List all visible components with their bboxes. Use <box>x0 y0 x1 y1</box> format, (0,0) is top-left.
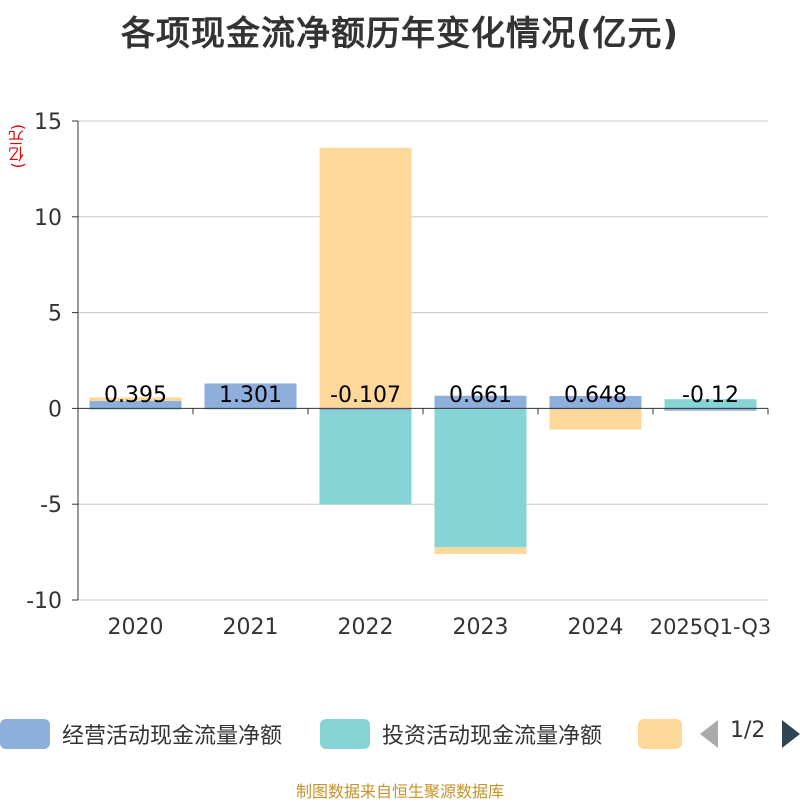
bar-s2-2020[interactable] <box>89 397 182 401</box>
bar-s0-2025Q1-Q3[interactable] <box>664 408 757 411</box>
y-tick-label-4: -5 <box>40 493 62 518</box>
x-tick-label-5: 2025Q1-Q3 <box>650 615 772 639</box>
bar-s0-2021[interactable] <box>204 383 297 409</box>
x-tick-label-2: 2022 <box>338 615 394 640</box>
legend-item-financing[interactable] <box>638 716 682 752</box>
bar-s1-2025Q1-Q3[interactable] <box>664 399 757 409</box>
data-label-2025Q1-Q3: -0.12 <box>682 383 739 408</box>
bar-s0-2022[interactable] <box>319 408 412 411</box>
bar-s2-2024[interactable] <box>549 409 642 430</box>
data-label-2020: 0.395 <box>104 383 167 408</box>
source-note: 制图数据来自恒生聚源数据库 <box>295 782 504 801</box>
y-tick-label-1: 10 <box>34 206 62 231</box>
bar-s0-2024[interactable] <box>549 395 642 409</box>
y-tick-label-5: -10 <box>26 589 62 614</box>
y-tick-label-2: 5 <box>48 302 62 327</box>
legend-label-operating: 经营活动现金流量净额 <box>62 724 283 749</box>
chart-title: 各项现金流净额历年变化情况(亿元) <box>120 14 680 54</box>
x-tick-label-3: 2023 <box>453 615 509 640</box>
x-tick-label-4: 2024 <box>568 615 624 640</box>
legend-prev-page-icon[interactable] <box>700 720 718 748</box>
bar-s2-2023[interactable] <box>434 547 527 555</box>
x-tick-label-0: 2020 <box>108 615 164 640</box>
chart-plot: 15 10 5 0 -5 -10 2020 2021 2022 2023 2024 2025Q1-Q3… <box>26 110 772 640</box>
legend-swatch-operating <box>0 719 50 749</box>
legend-item-operating[interactable]: 经营活动现金流量净额 <box>0 716 282 752</box>
data-label-2022: -0.107 <box>330 383 401 408</box>
bar-s2-2022[interactable] <box>319 147 412 409</box>
bar-s1-2020[interactable] <box>89 408 182 410</box>
legend-swatch-financing <box>638 719 682 749</box>
y-tick-label-0: 15 <box>34 110 62 135</box>
legend-page-indicator: 1/2 <box>730 718 766 743</box>
bar-s0-2023[interactable] <box>434 395 527 409</box>
bar-s1-2022[interactable] <box>319 410 412 505</box>
x-tick-label-1: 2021 <box>223 615 279 640</box>
data-label-2023: 0.661 <box>449 383 512 408</box>
legend-item-investing[interactable]: 投资活动现金流量净额 <box>320 716 602 752</box>
legend-next-page-icon[interactable] <box>782 720 800 748</box>
data-label-2021: 1.301 <box>219 383 282 408</box>
legend-swatch-investing <box>320 719 370 749</box>
y-tick-label-3: 0 <box>48 397 62 422</box>
data-label-2024: 0.648 <box>564 383 627 408</box>
bar-s0-2020[interactable] <box>89 400 182 409</box>
legend-label-investing: 投资活动现金流量净额 <box>382 724 603 749</box>
bar-s1-2023[interactable] <box>434 408 527 548</box>
